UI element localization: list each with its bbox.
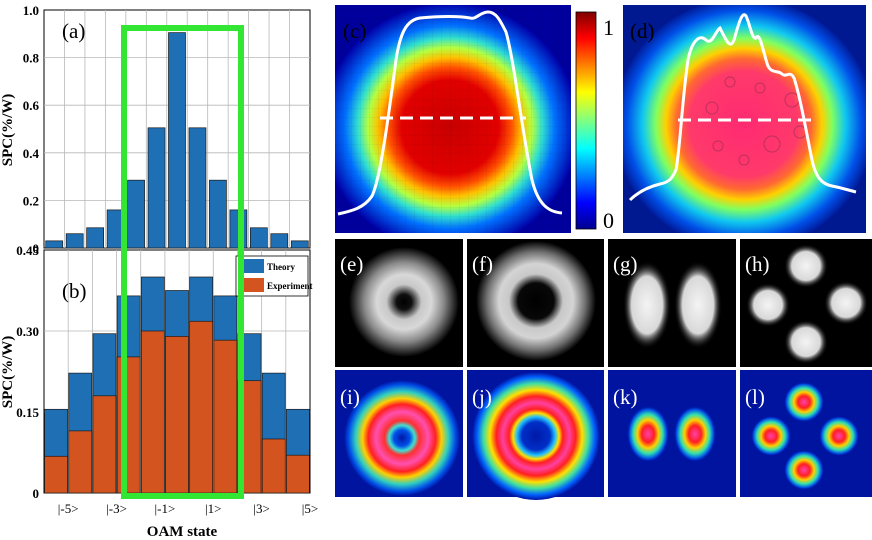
chart-b-xlabel: OAM state (147, 524, 218, 540)
panel-j-donut (472, 372, 600, 500)
panel-label-g: (g) (613, 252, 638, 276)
chart-b-ylabel: SPC(%/W) (0, 336, 16, 409)
panel-label-e: (e) (340, 252, 363, 276)
panel-l-lobe-bottom (784, 450, 824, 490)
bar-theory--2 (127, 179, 145, 249)
panel-f-donut (476, 241, 596, 361)
chart-a: 0 0.2 0.4 0.6 0.8 1.0 (a) SPC(%/W) (0, 3, 311, 256)
y-tick-label: 0.6 (23, 98, 40, 113)
panel-g: (g) (608, 239, 736, 367)
panel-l: (l) (740, 370, 872, 497)
y-tick-label: 0 (33, 241, 40, 256)
panel-l-lobe-top (784, 382, 824, 422)
panel-label-c: (c) (343, 19, 366, 43)
bar-theory-2 (209, 179, 227, 249)
panel-c: (c) 1 0 (335, 5, 614, 233)
bar-experiment--5 (44, 455, 68, 494)
panel-e: (e) (335, 239, 463, 367)
panel-d: (d) (623, 5, 866, 233)
panel-label-l: (l) (745, 385, 765, 409)
panel-h-lobe-left (746, 283, 790, 327)
panel-h-lobe-right (824, 281, 868, 325)
bar-theory-6 (290, 240, 309, 249)
colorbar-max: 1 (603, 15, 614, 40)
panel-k: (k) (608, 370, 736, 497)
panel-label-f: (f) (472, 252, 493, 276)
chart-b-y-ticks: 0 0.15 0.30 0.45 (16, 243, 39, 501)
y-tick-label: 0 (33, 486, 40, 501)
panel-k-lobe-right (674, 406, 716, 462)
bar-experiment-5 (286, 454, 310, 494)
panel-f: (f) (467, 239, 604, 367)
bar-experiment--1 (140, 330, 165, 494)
panel-label-d: (d) (630, 19, 655, 43)
x-tick-label: |1> (205, 501, 221, 516)
chart-a-ylabel: SPC(%/W) (0, 94, 16, 167)
panel-k-lobe-left (627, 406, 669, 462)
panel-label-a: (a) (62, 19, 85, 43)
x-tick-label: |-1> (155, 501, 176, 516)
panel-label-h: (h) (745, 252, 770, 276)
panel-d-speckles (705, 76, 807, 166)
colorbar-min: 0 (603, 208, 614, 233)
x-tick-label: |-3> (106, 501, 127, 516)
panel-h-lobe-bottom (784, 320, 828, 364)
y-tick-label: 1.0 (23, 3, 39, 18)
legend-label-theory: Theory (267, 262, 295, 272)
chart-b-legend: Theory Experiment (235, 255, 313, 297)
bar-theory--5 (65, 233, 84, 249)
y-tick-label: 0.15 (16, 405, 39, 420)
panel-label-j: (j) (472, 385, 492, 409)
bar-theory--6 (45, 240, 64, 249)
bar-experiment-2 (213, 339, 238, 494)
panel-label-k: (k) (613, 385, 638, 409)
x-tick-label: |5> (302, 501, 318, 516)
panel-c-profile-curve (337, 10, 563, 216)
y-tick-label: 0.45 (16, 243, 39, 258)
panel-label-b: (b) (62, 279, 87, 303)
chart-b-x-ticks: |-5> |-3> |-1> |1> |3> |5> (58, 501, 318, 516)
legend-swatch-theory (238, 259, 264, 273)
panel-j: (j) (467, 370, 604, 500)
panel-d-profile-curve (628, 13, 857, 202)
panel-h-lobe-top (784, 244, 828, 288)
bar-experiment-4 (261, 438, 286, 494)
panel-label-i: (i) (340, 385, 360, 409)
panel-g-lobe-left (623, 261, 671, 349)
y-tick-label: 0.2 (23, 193, 39, 208)
colorbar (575, 11, 597, 230)
panel-g-lobe-right (674, 261, 722, 349)
y-tick-label: 0.4 (23, 146, 40, 161)
bar-experiment-1 (189, 320, 214, 494)
legend-swatch-experiment (238, 278, 264, 292)
bar-experiment--2 (116, 356, 141, 494)
bar-theory--1 (147, 127, 166, 249)
highlight-frame (121, 25, 244, 499)
bar-theory-1 (188, 127, 207, 249)
bar-theory-0 (168, 32, 186, 249)
panel-l-lobe-left (751, 416, 791, 456)
panel-e-donut (349, 247, 459, 357)
bar-theory--4 (86, 227, 105, 249)
bar-theory-4 (249, 227, 268, 249)
bar-theory-5 (270, 233, 289, 249)
panel-i: (i) (335, 370, 463, 497)
panel-h: (h) (740, 239, 872, 367)
bar-experiment--4 (68, 430, 93, 494)
bar-experiment--3 (92, 395, 117, 494)
panel-i-donut (344, 380, 460, 496)
panel-l-lobe-right (819, 416, 859, 456)
chart-a-y-ticks: 0 0.2 0.4 0.6 0.8 1.0 (23, 3, 40, 256)
y-tick-label: 0.30 (16, 324, 39, 339)
x-tick-label: |-5> (58, 501, 79, 516)
legend-label-experiment: Experiment (267, 281, 313, 291)
chart-a-grid (44, 10, 310, 248)
y-tick-label: 0.8 (23, 51, 40, 66)
bar-experiment-0 (165, 336, 189, 494)
x-tick-label: |3> (253, 501, 269, 516)
